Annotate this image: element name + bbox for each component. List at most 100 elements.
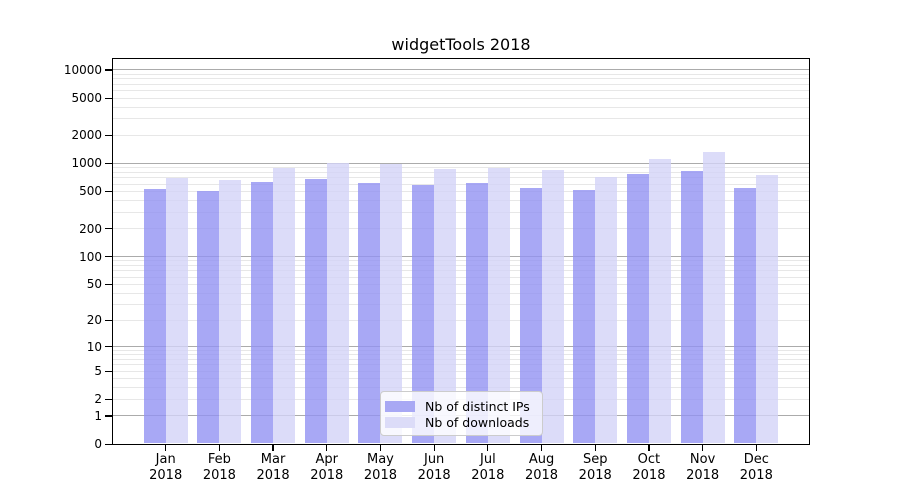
- x-tick-mark: [272, 445, 274, 451]
- y-tick-label: 2000: [71, 128, 102, 143]
- y-tick-mark: [105, 162, 112, 165]
- bar-distinct-ips-apr: [304, 178, 327, 443]
- x-tick-label: Jun 2018: [417, 452, 451, 483]
- legend-item-downloads: Nb of downloads: [385, 414, 534, 430]
- x-tick-mark: [218, 445, 221, 451]
- x-tick-label: Mar 2018: [256, 452, 290, 483]
- gridline-minor: [112, 364, 810, 366]
- gridline-minor: [112, 276, 810, 278]
- legend-swatch-downloads: [385, 416, 415, 428]
- y-tick-mark: [105, 97, 112, 99]
- bar-distinct-ips-oct: [626, 174, 649, 443]
- x-tick-label: Apr 2018: [310, 452, 344, 483]
- gridline-minor: [112, 200, 810, 202]
- plot-area: Nb of distinct IPs Nb of downloads: [112, 58, 810, 445]
- x-tick-mark: [433, 445, 435, 451]
- bar-distinct-ips-jun: [412, 184, 435, 443]
- legend-item-distinct-ips: Nb of distinct IPs: [385, 398, 534, 414]
- gridline-major: [112, 256, 810, 258]
- bar-downloads-nov: [702, 151, 725, 443]
- gridline-minor: [112, 359, 810, 361]
- y-tick-mark: [105, 319, 112, 322]
- x-tick-label: Jan 2018: [149, 452, 183, 483]
- x-tick-mark: [487, 445, 489, 451]
- gridline-minor: [112, 265, 810, 266]
- x-tick-label: Feb 2018: [202, 452, 236, 483]
- y-tick-mark: [105, 256, 112, 258]
- bar-downloads-jul: [487, 168, 510, 443]
- legend-swatch-distinct-ips: [385, 400, 415, 412]
- gridline-minor: [112, 228, 810, 230]
- gridline-minor: [112, 292, 810, 294]
- legend: Nb of distinct IPs Nb of downloads: [380, 391, 543, 436]
- y-tick-mark: [105, 443, 112, 445]
- x-tick-label: May 2018: [363, 452, 397, 483]
- gridline-minor: [112, 387, 810, 389]
- bar-downloads-jun: [434, 169, 457, 443]
- legend-label-distinct-ips: Nb of distinct IPs: [425, 398, 530, 414]
- gridline-minor: [112, 97, 810, 99]
- bar-distinct-ips-aug: [519, 187, 542, 443]
- bar-downloads-mar: [273, 167, 296, 443]
- y-tick-label: 100: [79, 249, 102, 264]
- bar-downloads-may: [380, 163, 403, 443]
- y-tick-label: 50: [86, 277, 102, 292]
- chart-title: widgetTools 2018: [391, 35, 531, 54]
- gridline-major: [112, 346, 810, 348]
- x-tick-mark: [648, 445, 650, 451]
- y-tick-label: 5000: [71, 91, 102, 106]
- bar-distinct-ips-mar: [251, 181, 274, 443]
- x-tick-mark: [594, 445, 596, 451]
- y-tick-mark: [105, 134, 112, 137]
- gridline-minor: [112, 319, 810, 321]
- y-tick-mark: [105, 228, 112, 230]
- y-tick-label: 1000: [71, 156, 102, 171]
- gridline-minor: [112, 370, 810, 372]
- gridline-minor: [112, 354, 810, 356]
- bar-distinct-ips-may: [358, 182, 381, 443]
- gridline-minor: [112, 90, 810, 92]
- bar-downloads-sep: [595, 177, 618, 443]
- x-tick-label: Oct 2018: [632, 452, 666, 483]
- gridline-minor: [112, 270, 810, 272]
- y-tick-mark: [105, 190, 112, 193]
- y-tick-label: 20: [86, 313, 102, 328]
- gridline-minor: [112, 260, 810, 262]
- legend-label-downloads: Nb of downloads: [425, 414, 530, 430]
- gridline-minor: [112, 378, 810, 380]
- y-tick-mark: [105, 69, 112, 71]
- y-tick-label: 500: [79, 184, 102, 199]
- gridline-minor: [112, 349, 810, 351]
- gridline-minor: [112, 167, 810, 169]
- gridline-major: [112, 69, 810, 71]
- bar-distinct-ips-sep: [573, 189, 596, 443]
- gridline-minor: [112, 190, 810, 192]
- gridline-minor: [112, 73, 810, 75]
- x-tick-mark: [379, 445, 382, 451]
- x-tick-label: Nov 2018: [686, 452, 720, 483]
- x-tick-mark: [755, 445, 757, 451]
- y-tick-label: 1: [94, 408, 102, 423]
- gridline-minor: [112, 106, 810, 108]
- y-tick-mark: [105, 370, 112, 373]
- gridline-minor: [112, 134, 810, 136]
- x-tick-mark: [701, 445, 704, 451]
- y-tick-label: 0: [94, 437, 102, 451]
- x-tick-mark: [540, 445, 543, 451]
- y-tick-label: 5: [94, 364, 102, 379]
- gridline-minor: [112, 118, 810, 120]
- x-tick-label: Sep 2018: [578, 452, 612, 483]
- gridline-minor: [112, 177, 810, 179]
- x-tick-mark: [165, 445, 167, 451]
- bar-downloads-apr: [326, 162, 349, 443]
- y-tick-mark: [105, 415, 112, 417]
- y-tick-label: 200: [79, 221, 102, 236]
- x-tick-label: Jul 2018: [471, 452, 505, 483]
- gridline-minor: [112, 183, 810, 185]
- grid-layer: [112, 58, 810, 445]
- gridline-minor: [112, 83, 810, 85]
- bar-downloads-oct: [648, 158, 671, 443]
- gridline-minor: [112, 283, 810, 285]
- bar-downloads-dec: [756, 174, 779, 443]
